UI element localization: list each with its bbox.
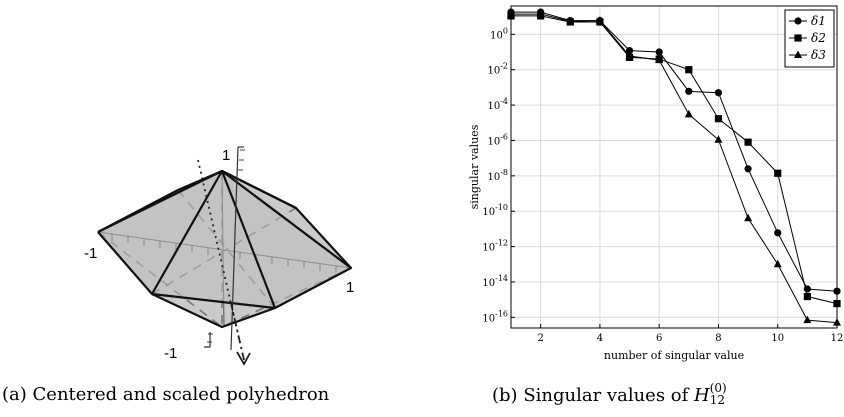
- series-1-point: [685, 87, 693, 95]
- y-tick-label: 100: [490, 26, 508, 41]
- series-2-point: [774, 169, 782, 177]
- y-tick-label: 10-2: [487, 62, 508, 77]
- series-2-point: [744, 138, 752, 146]
- singular-values-chart: 2 4 6 8 10 12 100 10-2 10-4 10-6 10-8 10-10 10-12 10-…: [468, 5, 843, 362]
- chart-ticks: 2 4 6 8 10 12 100 10-2 10-4 10-6 10-8 10-10 10-12 10-…: [482, 26, 843, 344]
- series-3-point: [803, 315, 812, 324]
- legend-marker: [794, 50, 802, 58]
- vertical-axis: [204, 146, 244, 351]
- y-tick-label: 10-8: [487, 168, 508, 183]
- front-faces: [98, 171, 351, 308]
- y-tick-label: 10-16: [482, 309, 508, 324]
- legend-label: δ2: [811, 31, 826, 45]
- caption-b-math-base: H: [694, 385, 710, 406]
- series-1-point: [625, 47, 634, 55]
- caption-b-math-sup: (0): [709, 381, 727, 395]
- axis-label-top: 1: [222, 147, 230, 164]
- polyhedron-figure: 1 -1 1 -1: [84, 146, 354, 366]
- series-2-point: [714, 115, 723, 123]
- series-1-point: [833, 287, 841, 295]
- y-axis-label: singular values: [468, 124, 481, 209]
- series-3-point: [536, 9, 545, 18]
- series-2-line: [511, 15, 838, 305]
- series-3-point: [714, 135, 723, 143]
- caption-b-math-sub: 12: [709, 393, 725, 407]
- series-3-point: [684, 109, 693, 118]
- series-3-line: [511, 13, 838, 324]
- chart-series: [507, 8, 841, 326]
- series-1-point: [744, 165, 752, 173]
- series-2-point: [833, 299, 841, 308]
- chart-legend: δ1 δ2 δ3: [784, 9, 835, 68]
- caption-a-text: Centered and scaled polyhedron: [32, 384, 330, 405]
- axis-label-bottom: -1: [164, 345, 177, 362]
- series-3-point: [566, 16, 575, 25]
- y-tick-label: 10-12: [482, 239, 508, 254]
- axis-label-right: 1: [346, 279, 354, 296]
- x-axis-label: number of singular value: [604, 349, 744, 362]
- series-2-point: [803, 292, 811, 301]
- legend-marker: [794, 17, 802, 25]
- visible-edges: [97, 169, 353, 329]
- legend-label: δ3: [811, 48, 826, 62]
- series-3-point: [655, 55, 664, 64]
- plot-area-frame: [510, 5, 838, 329]
- series-2-point: [685, 66, 693, 74]
- y-tick-label: 10-6: [487, 132, 508, 147]
- series-3-point: [625, 51, 634, 59]
- x-tick-label: 4: [597, 333, 603, 344]
- legend-label: δ1: [811, 14, 826, 28]
- x-tick-label: 2: [537, 333, 543, 344]
- caption-b-text: Singular values of: [523, 385, 695, 406]
- x-tick-label: 6: [656, 333, 662, 344]
- series-1-line: [511, 11, 838, 292]
- series-3-point: [833, 318, 841, 326]
- series-1-point: [774, 229, 782, 237]
- caption-b-tag: (b): [492, 385, 518, 406]
- caption-b: (b) Singular values of H (0) 12: [492, 381, 727, 408]
- caption-a: (a) Centered and scaled polyhedron: [2, 384, 329, 405]
- series-3-point: [773, 259, 782, 268]
- series-1-point: [655, 48, 663, 56]
- x-tick-label: 10: [771, 333, 784, 344]
- x-tick-label: 8: [715, 333, 721, 344]
- legend-marker: [794, 34, 802, 42]
- series-1-point: [714, 89, 723, 97]
- caption-a-tag: (a): [2, 384, 27, 405]
- series-3-point: [507, 9, 515, 18]
- series-3-point: [595, 16, 604, 24]
- depth-axis: [197, 159, 251, 366]
- x-tick-label: 12: [831, 333, 844, 344]
- y-tick-label: 10-14: [482, 274, 508, 289]
- y-tick-label: 10-10: [482, 203, 508, 218]
- axis-label-left: -1: [84, 245, 97, 262]
- y-tick-label: 10-4: [487, 97, 508, 112]
- series-3-point: [744, 213, 753, 222]
